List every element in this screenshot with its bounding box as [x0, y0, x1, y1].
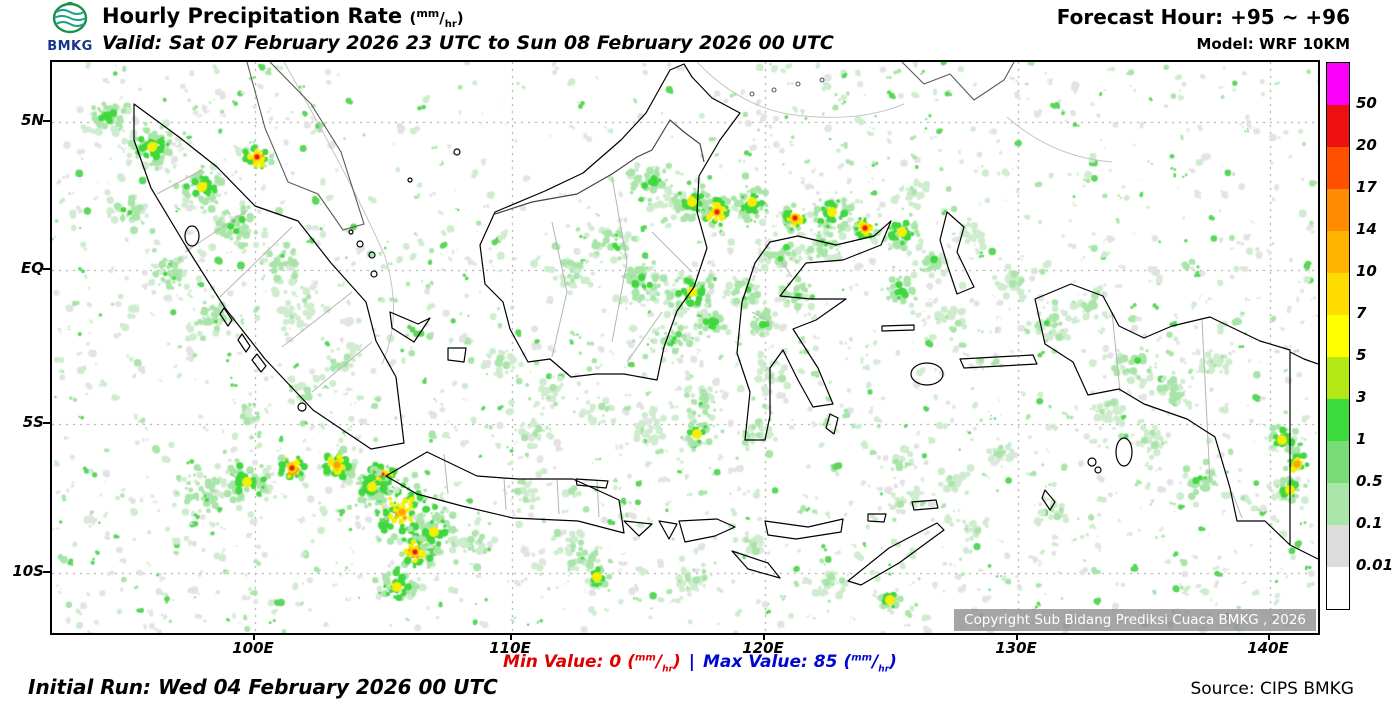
legend-segment-1 — [1327, 105, 1349, 147]
lon-label-140E: 140E — [1247, 639, 1289, 657]
lon-tick-130E — [1016, 633, 1018, 640]
lon-tick-110E — [510, 633, 512, 640]
min-value: Min Value: 0 (mm/hr) — [503, 652, 681, 675]
lon-tick-100E — [253, 633, 255, 640]
png-coast — [1289, 351, 1318, 560]
island-borneo — [479, 63, 741, 381]
sea-boundaries — [283, 62, 1113, 365]
bmkg-logo: BMKG — [42, 0, 98, 54]
legend-value-1: 1 — [1356, 430, 1367, 448]
minmax-line: Min Value: 0 (mm/hr) | Max Value: 85 (mm/hr) — [0, 652, 1400, 674]
indonesia-coastlines — [133, 63, 1318, 586]
valid-range: Valid: Sat 07 February 2026 23 UTC to Su… — [102, 32, 834, 54]
legend-segment-7 — [1327, 357, 1349, 399]
legend-segment-4 — [1327, 231, 1349, 273]
color-scale-bar — [1326, 62, 1350, 610]
model-label: Model: WRF 10KM — [1196, 35, 1351, 53]
legend-value-3: 3 — [1356, 388, 1367, 406]
legend-value-20: 20 — [1356, 136, 1377, 154]
source-label: Source: CIPS BMKG — [1190, 679, 1354, 699]
legend-segment-10 — [1327, 483, 1349, 525]
island-java — [385, 451, 625, 534]
lat-tick-5S — [43, 422, 50, 424]
legend-segment-3 — [1327, 189, 1349, 231]
lat-label-5N: 5N — [21, 111, 44, 129]
legend-segment-2 — [1327, 147, 1349, 189]
lon-label-110E: 110E — [489, 639, 531, 657]
small-islands — [184, 148, 1133, 586]
island-papua — [1034, 283, 1291, 546]
legend-segment-0 — [1327, 63, 1349, 105]
lat-label-5S: 5S — [22, 413, 44, 431]
page-title-text: Hourly Precipitation Rate — [102, 4, 403, 28]
legend-value-10: 10 — [1356, 262, 1377, 280]
legend-segment-8 — [1327, 399, 1349, 441]
lat-tick-5N — [43, 120, 50, 122]
legend-value-14: 14 — [1356, 220, 1377, 238]
island-sulawesi — [736, 220, 892, 441]
initial-run: Initial Run: Wed 04 February 2026 00 UTC — [28, 675, 498, 699]
lon-label-120E: 120E — [742, 639, 784, 657]
lat-label-10S: 10S — [12, 562, 44, 580]
lon-label-130E: 130E — [995, 639, 1037, 657]
lon-tick-120E — [763, 633, 765, 640]
bmkg-logo-text: BMKG — [47, 39, 93, 54]
foreign-coastlines — [246, 62, 1015, 231]
legend-segment-9 — [1327, 441, 1349, 483]
map-frame: Copyright Sub Bidang Prediksi Cuaca BMKG… — [50, 60, 1320, 635]
legend-segment-11 — [1327, 525, 1349, 567]
legend-value-0.5: 0.5 — [1356, 472, 1383, 490]
page-title: Hourly Precipitation Rate (mm/hr) — [102, 4, 464, 30]
legend-segment-6 — [1327, 315, 1349, 357]
legend-value-0.1: 0.1 — [1356, 514, 1383, 532]
legend-value-50: 50 — [1356, 94, 1377, 112]
malaysia-border-borneo — [494, 119, 705, 215]
island-sumatra — [133, 103, 405, 450]
copyright-watermark: Copyright Sub Bidang Prediksi Cuaca BMKG… — [954, 609, 1316, 631]
precipitation-canvas — [52, 62, 1318, 633]
lon-tick-140E — [1268, 633, 1270, 640]
legend-value-7: 7 — [1356, 304, 1367, 322]
title-unit: (mm/hr) — [409, 7, 464, 30]
lat-tick-10S — [43, 571, 50, 573]
legend-segment-5 — [1327, 273, 1349, 315]
legend-value-0.01: 0.01 — [1356, 556, 1394, 574]
coastlines-overlay — [133, 62, 1318, 586]
legend-value-5: 5 — [1356, 346, 1367, 364]
legend-value-17: 17 — [1356, 178, 1377, 196]
bmkg-logo-icon — [52, 0, 88, 34]
forecast-hour: Forecast Hour: +95 ~ +96 — [1056, 5, 1350, 29]
lat-label-EQ: EQ — [21, 259, 44, 277]
lon-label-100E: 100E — [232, 639, 274, 657]
minmax-separator: | — [688, 652, 695, 672]
legend-segment-12 — [1327, 567, 1349, 609]
lat-tick-EQ — [43, 268, 50, 270]
max-value: Max Value: 85 (mm/hr) — [702, 652, 897, 675]
